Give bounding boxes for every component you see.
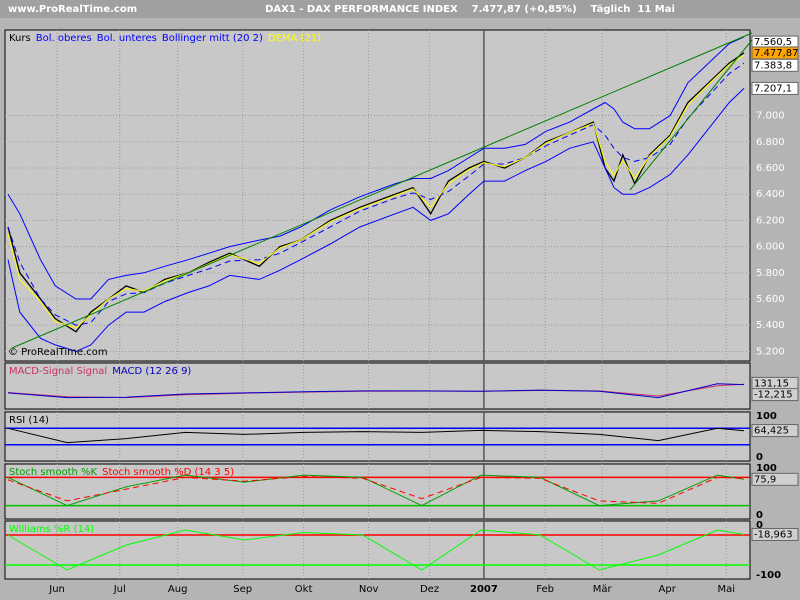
value-tag: 7.560,5 [751,35,799,49]
value-tag-label: 7.477,87 [754,48,799,59]
value-tag-label: 75,9 [754,474,776,485]
x-tick-label: 2007 [470,584,498,595]
y-tick-label: 100 [756,463,777,474]
value-tag-label: -18,963 [754,529,793,540]
trend-line [629,39,753,191]
y-tick-label: 5.200 [756,346,785,357]
x-tick-label: Feb [536,584,554,595]
x-tick-label: Jul [113,584,126,595]
value-tag-label: -12,215 [754,390,793,401]
series-line [7,383,745,399]
value-tag-label: 7.560,5 [754,37,792,48]
legend-entry: Bollinger mitt (20 2) [162,33,263,44]
legend-entry: MACD (12 26 9) [112,366,191,377]
value-tag-box [751,81,799,95]
y-tick-label: 100 [756,411,777,422]
value-tag: 75,9 [751,472,799,486]
legend-entry: Kurs [9,33,31,44]
legend-entry: Williams %R (14) [9,524,94,535]
series-line [7,62,745,326]
legend-entry: RSI (14) [9,415,49,426]
panel [4,362,751,410]
value-tag-label: 7.383,8 [754,60,792,71]
legend-entry: Stoch smooth %K [9,467,98,478]
value-tag: -12,215 [751,388,799,402]
value-tag-label: 131,15 [754,378,789,389]
series-line [7,475,745,504]
value-tag: 7.383,8 [751,58,799,72]
panel [4,29,751,362]
y-tick-label: 6.200 [756,215,785,226]
value-tag: 131,15 [751,376,799,390]
series-line [7,36,745,300]
y-tick-label: 7.000 [756,111,785,122]
y-tick-label: 0 [756,520,763,531]
value-tag: 7.207,1 [751,81,799,95]
value-tag-box [751,527,799,541]
x-tick-label: Nov [359,584,379,595]
chart-title: DAX1 - DAX PERFORMANCE INDEX 7.477,87 (+… [265,4,675,15]
legend-entry: Stoch smooth %D (14 3 5) [102,467,234,478]
y-tick-label: 6.000 [756,242,785,253]
value-tag-label: 7.207,1 [754,83,792,94]
watermark: © ProRealTime.com [8,347,108,358]
legend-entry: DEMA (21) [268,33,321,44]
value-tag: 64,425 [751,424,799,438]
x-tick-label: Jun [48,584,65,595]
panel [4,463,751,520]
value-tag-box [751,424,799,438]
trend-line [11,32,753,349]
value-tag: -18,963 [751,527,799,541]
y-tick-label: 6.600 [756,163,785,174]
y-tick-label: 0 [756,510,763,521]
series-line [7,88,745,352]
x-tick-label: Sep [233,584,252,595]
series-line [7,52,745,333]
series-line [7,427,745,444]
x-tick-label: Apr [659,584,677,595]
panel [4,411,751,462]
x-tick-label: Dez [420,584,439,595]
x-tick-label: Mai [718,584,736,595]
value-tag: 7.477,87 [751,46,799,60]
y-tick-label: 5.400 [756,320,785,331]
value-tag-box [751,388,799,402]
y-tick-label: 6.400 [756,189,785,200]
value-tag-box [751,58,799,72]
x-tick-label: Aug [168,584,188,595]
y-tick-label: 0 [756,452,763,463]
panel [4,520,751,580]
y-tick-label: -100 [756,570,781,581]
y-tick-label: 5.800 [756,268,785,279]
y-tick-label: 5.600 [756,294,785,305]
legend-entry: Bol. unteres [97,33,157,44]
x-tick-label: Okt [295,584,313,595]
title-bar [0,0,800,18]
site-label: www.ProRealTime.com [8,4,137,15]
y-tick-label: 6.800 [756,137,785,148]
legend-entry: Bol. oberes [36,33,92,44]
value-tag-box [751,472,799,486]
series-line [7,54,745,329]
series-line [7,474,745,507]
value-tag-label: 64,425 [754,426,789,437]
series-line [7,529,745,571]
x-tick-label: Mär [593,584,613,595]
legend-entry: MACD-Signal Signal [9,366,107,377]
